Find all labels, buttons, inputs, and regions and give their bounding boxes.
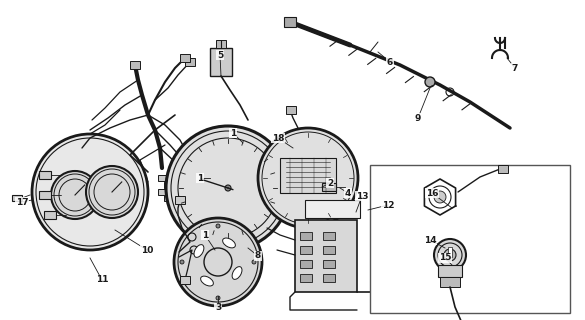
Bar xyxy=(39,171,51,179)
Text: 6: 6 xyxy=(387,58,393,67)
Bar xyxy=(323,232,335,240)
Bar xyxy=(300,232,312,240)
Text: 13: 13 xyxy=(356,191,368,201)
Text: 17: 17 xyxy=(16,197,28,206)
Bar xyxy=(210,48,232,76)
Circle shape xyxy=(434,191,446,203)
Text: 5: 5 xyxy=(217,51,223,60)
Bar xyxy=(158,189,166,195)
Ellipse shape xyxy=(223,238,235,248)
Bar xyxy=(175,196,185,204)
Text: 4: 4 xyxy=(345,188,351,197)
Bar xyxy=(180,276,190,284)
Bar xyxy=(164,195,172,201)
Ellipse shape xyxy=(201,276,214,286)
Bar xyxy=(370,165,570,313)
Circle shape xyxy=(174,218,262,306)
Circle shape xyxy=(225,185,231,191)
Bar xyxy=(438,265,462,277)
Text: 18: 18 xyxy=(272,133,284,142)
Bar xyxy=(300,260,312,268)
Bar xyxy=(185,58,195,66)
Text: 15: 15 xyxy=(439,253,451,262)
Ellipse shape xyxy=(194,244,204,257)
Bar xyxy=(180,54,190,62)
Circle shape xyxy=(425,77,435,87)
Bar xyxy=(448,247,452,257)
Circle shape xyxy=(444,249,456,261)
Bar xyxy=(12,195,22,201)
Text: 9: 9 xyxy=(415,114,421,123)
Circle shape xyxy=(252,260,256,264)
Circle shape xyxy=(32,134,148,250)
Bar xyxy=(323,246,335,254)
Bar xyxy=(300,246,312,254)
Circle shape xyxy=(86,166,138,218)
Bar xyxy=(305,200,360,218)
Circle shape xyxy=(258,128,358,228)
Text: 2: 2 xyxy=(327,179,333,188)
Bar xyxy=(44,211,56,219)
Text: 3: 3 xyxy=(215,303,221,313)
Text: 8: 8 xyxy=(255,252,261,260)
Bar xyxy=(322,183,336,191)
Text: 1: 1 xyxy=(202,230,208,239)
Bar xyxy=(300,274,312,282)
Bar xyxy=(158,175,166,181)
Circle shape xyxy=(216,224,220,228)
Bar xyxy=(286,106,296,114)
Bar xyxy=(323,260,335,268)
Text: 12: 12 xyxy=(382,201,394,210)
Circle shape xyxy=(180,260,184,264)
Text: 1: 1 xyxy=(230,129,236,138)
Bar xyxy=(216,40,226,48)
Bar xyxy=(295,220,357,292)
Bar xyxy=(284,17,296,27)
Circle shape xyxy=(166,126,290,250)
Bar xyxy=(280,158,336,193)
Ellipse shape xyxy=(232,267,242,279)
Circle shape xyxy=(216,296,220,300)
Bar xyxy=(440,277,460,287)
Bar xyxy=(39,191,51,199)
Text: 10: 10 xyxy=(141,245,153,254)
Bar xyxy=(308,154,316,160)
Bar xyxy=(498,165,508,173)
Circle shape xyxy=(51,171,99,219)
Bar xyxy=(323,274,335,282)
Text: 1: 1 xyxy=(197,173,203,182)
Text: 14: 14 xyxy=(424,236,436,244)
Text: 16: 16 xyxy=(426,188,438,197)
Text: 11: 11 xyxy=(96,276,108,284)
Bar xyxy=(164,182,172,188)
Circle shape xyxy=(321,206,333,218)
Bar xyxy=(130,61,140,69)
Circle shape xyxy=(434,239,466,271)
Text: 7: 7 xyxy=(512,63,518,73)
